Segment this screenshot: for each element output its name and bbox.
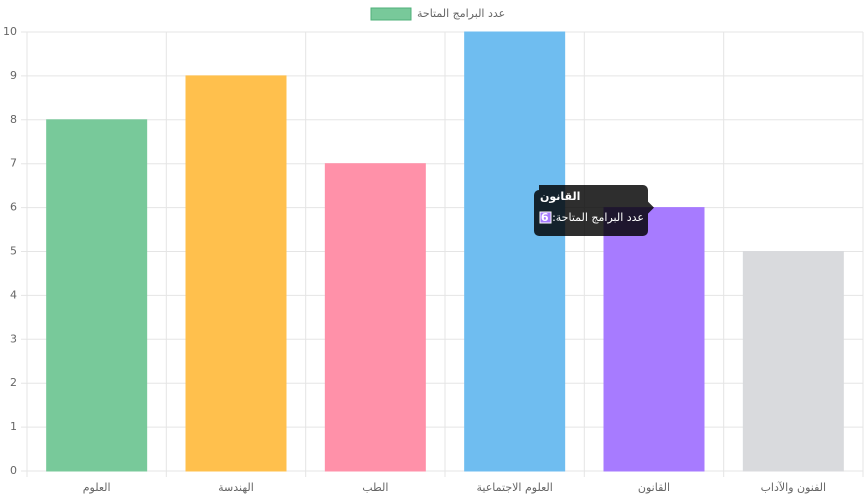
y-tick-label: 9 bbox=[10, 69, 17, 82]
tooltip-box bbox=[534, 185, 654, 236]
legend-swatch bbox=[370, 7, 412, 21]
y-tick-label: 3 bbox=[10, 332, 17, 345]
y-tick-label: 1 bbox=[10, 420, 17, 433]
tooltip-label: 6 :عدد البرامج المتاحة bbox=[541, 211, 644, 224]
tooltip-swatch bbox=[539, 211, 552, 224]
y-tick-label: 0 bbox=[10, 464, 17, 477]
x-tick-label: الفنون والآداب bbox=[761, 481, 827, 494]
y-tick-label: 7 bbox=[10, 157, 17, 170]
tooltip-value: 6 bbox=[541, 211, 549, 224]
x-tick-label: الهندسة bbox=[218, 481, 254, 494]
bar bbox=[324, 163, 426, 472]
bar bbox=[464, 31, 566, 472]
x-tick-label: الطب bbox=[362, 481, 388, 494]
tooltip-separator: : bbox=[549, 211, 556, 224]
y-tick-label: 10 bbox=[3, 25, 17, 38]
y-tick-label: 6 bbox=[10, 201, 17, 214]
bar bbox=[46, 119, 148, 472]
bar bbox=[742, 251, 844, 472]
x-tick-label: القانون bbox=[638, 481, 670, 494]
tooltip-title: القانون bbox=[540, 190, 580, 203]
y-tick-label: 8 bbox=[10, 113, 17, 126]
bar bbox=[185, 75, 287, 472]
x-tick-label: العلوم الاجتماعية bbox=[477, 481, 553, 494]
y-tick-label: 5 bbox=[10, 245, 17, 258]
tooltip-series-name: عدد البرامج المتاحة bbox=[556, 211, 644, 224]
y-tick-label: 4 bbox=[10, 288, 17, 301]
x-tick-label: العلوم bbox=[83, 481, 111, 494]
bar bbox=[603, 207, 705, 472]
y-tick-label: 2 bbox=[10, 376, 17, 389]
legend-label: عدد البرامج المتاحة bbox=[417, 7, 505, 20]
